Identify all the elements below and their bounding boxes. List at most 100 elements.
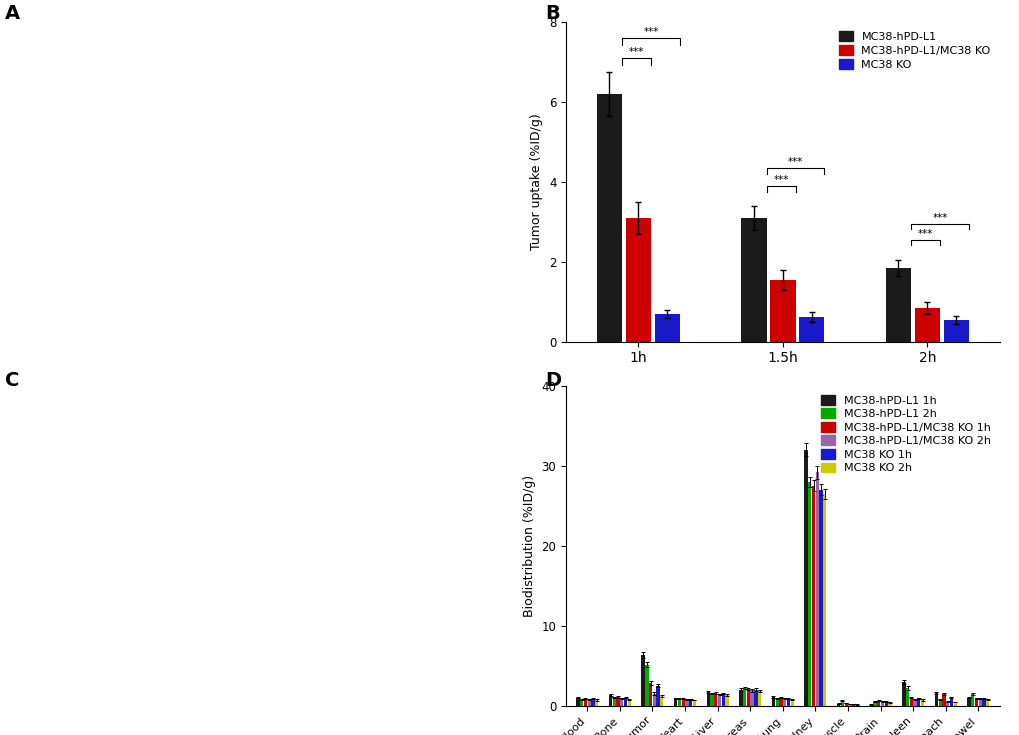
Bar bbox=[909, 698, 912, 706]
Bar bbox=[945, 702, 949, 706]
Bar bbox=[822, 494, 825, 706]
Bar bbox=[750, 690, 753, 706]
Y-axis label: Tumor uptake (%ID/g): Tumor uptake (%ID/g) bbox=[530, 113, 543, 251]
Bar bbox=[681, 699, 684, 706]
Bar bbox=[620, 698, 623, 706]
Bar bbox=[818, 490, 822, 706]
Bar bbox=[855, 704, 858, 706]
Bar bbox=[654, 314, 680, 342]
Text: B: B bbox=[545, 4, 559, 23]
Bar bbox=[580, 699, 583, 706]
Bar bbox=[608, 695, 611, 706]
Bar bbox=[804, 450, 807, 706]
Bar bbox=[844, 703, 847, 706]
Bar bbox=[625, 218, 650, 342]
Bar bbox=[876, 700, 879, 706]
Bar bbox=[685, 699, 688, 706]
Bar bbox=[913, 699, 916, 706]
Bar bbox=[786, 698, 790, 706]
Bar bbox=[807, 482, 811, 706]
Bar bbox=[916, 698, 919, 706]
Bar bbox=[902, 681, 905, 706]
Bar bbox=[774, 698, 779, 706]
Bar bbox=[974, 698, 977, 706]
Bar bbox=[741, 218, 766, 342]
Bar bbox=[596, 94, 622, 342]
Text: D: D bbox=[545, 371, 561, 390]
Bar bbox=[872, 702, 875, 706]
Bar bbox=[689, 699, 692, 706]
Bar bbox=[949, 698, 952, 706]
Bar bbox=[594, 700, 598, 706]
Bar bbox=[981, 699, 984, 706]
Bar bbox=[674, 698, 677, 706]
Bar bbox=[779, 698, 782, 706]
Bar bbox=[742, 688, 746, 706]
Bar bbox=[641, 655, 644, 706]
Bar bbox=[977, 698, 981, 706]
Bar bbox=[624, 698, 627, 706]
Text: C: C bbox=[5, 371, 19, 390]
Bar bbox=[612, 698, 615, 706]
Bar bbox=[583, 698, 587, 706]
Bar bbox=[966, 698, 970, 706]
Text: ***: *** bbox=[917, 229, 932, 239]
Bar bbox=[692, 700, 695, 706]
Bar bbox=[713, 693, 716, 706]
Bar bbox=[970, 695, 973, 706]
Bar bbox=[720, 694, 725, 706]
Bar bbox=[953, 702, 956, 706]
Text: ***: *** bbox=[629, 47, 644, 57]
Bar bbox=[771, 697, 774, 706]
Bar bbox=[851, 704, 855, 706]
Bar bbox=[840, 700, 844, 706]
Bar bbox=[652, 694, 655, 706]
Bar bbox=[659, 696, 662, 706]
Bar bbox=[883, 702, 887, 706]
Bar bbox=[848, 704, 851, 706]
Bar bbox=[717, 695, 720, 706]
Bar bbox=[746, 689, 749, 706]
Text: A: A bbox=[5, 4, 20, 23]
Bar bbox=[576, 698, 579, 706]
Bar bbox=[942, 694, 945, 706]
Bar bbox=[615, 697, 620, 706]
Bar bbox=[811, 486, 814, 706]
Bar bbox=[783, 698, 786, 706]
Bar bbox=[627, 699, 631, 706]
Bar bbox=[648, 684, 651, 706]
Bar bbox=[706, 692, 709, 706]
Text: ***: *** bbox=[931, 212, 947, 223]
Bar bbox=[920, 700, 923, 706]
Bar bbox=[725, 695, 728, 706]
Bar bbox=[880, 702, 883, 706]
Text: ***: *** bbox=[787, 157, 803, 167]
Bar bbox=[709, 694, 713, 706]
Bar bbox=[943, 320, 968, 342]
Bar bbox=[815, 472, 818, 706]
Bar bbox=[914, 308, 940, 342]
Bar bbox=[656, 686, 659, 706]
Bar bbox=[888, 703, 891, 706]
Y-axis label: Biodistribution (%ID/g): Biodistribution (%ID/g) bbox=[523, 475, 535, 617]
Text: ***: *** bbox=[643, 27, 658, 37]
Legend: MC38-hPD-L1, MC38-hPD-L1/MC38 KO, MC38 KO: MC38-hPD-L1, MC38-hPD-L1/MC38 KO, MC38 K… bbox=[836, 28, 994, 74]
Bar bbox=[905, 688, 908, 706]
Bar bbox=[884, 268, 910, 342]
Bar bbox=[937, 699, 941, 706]
Bar bbox=[837, 703, 840, 706]
Bar bbox=[757, 691, 760, 706]
Bar bbox=[790, 699, 793, 706]
Bar bbox=[985, 700, 988, 706]
Bar bbox=[798, 317, 823, 342]
Legend: MC38-hPD-L1 1h, MC38-hPD-L1 2h, MC38-hPD-L1/MC38 KO 1h, MC38-hPD-L1/MC38 KO 2h, : MC38-hPD-L1 1h, MC38-hPD-L1 2h, MC38-hPD… bbox=[817, 392, 994, 477]
Bar bbox=[739, 689, 742, 706]
Bar bbox=[869, 704, 872, 706]
Bar bbox=[933, 693, 937, 706]
Bar bbox=[587, 699, 590, 706]
Bar bbox=[753, 689, 757, 706]
Bar bbox=[769, 280, 795, 342]
Text: ***: *** bbox=[772, 175, 788, 184]
Bar bbox=[645, 665, 648, 706]
Bar bbox=[678, 698, 681, 706]
